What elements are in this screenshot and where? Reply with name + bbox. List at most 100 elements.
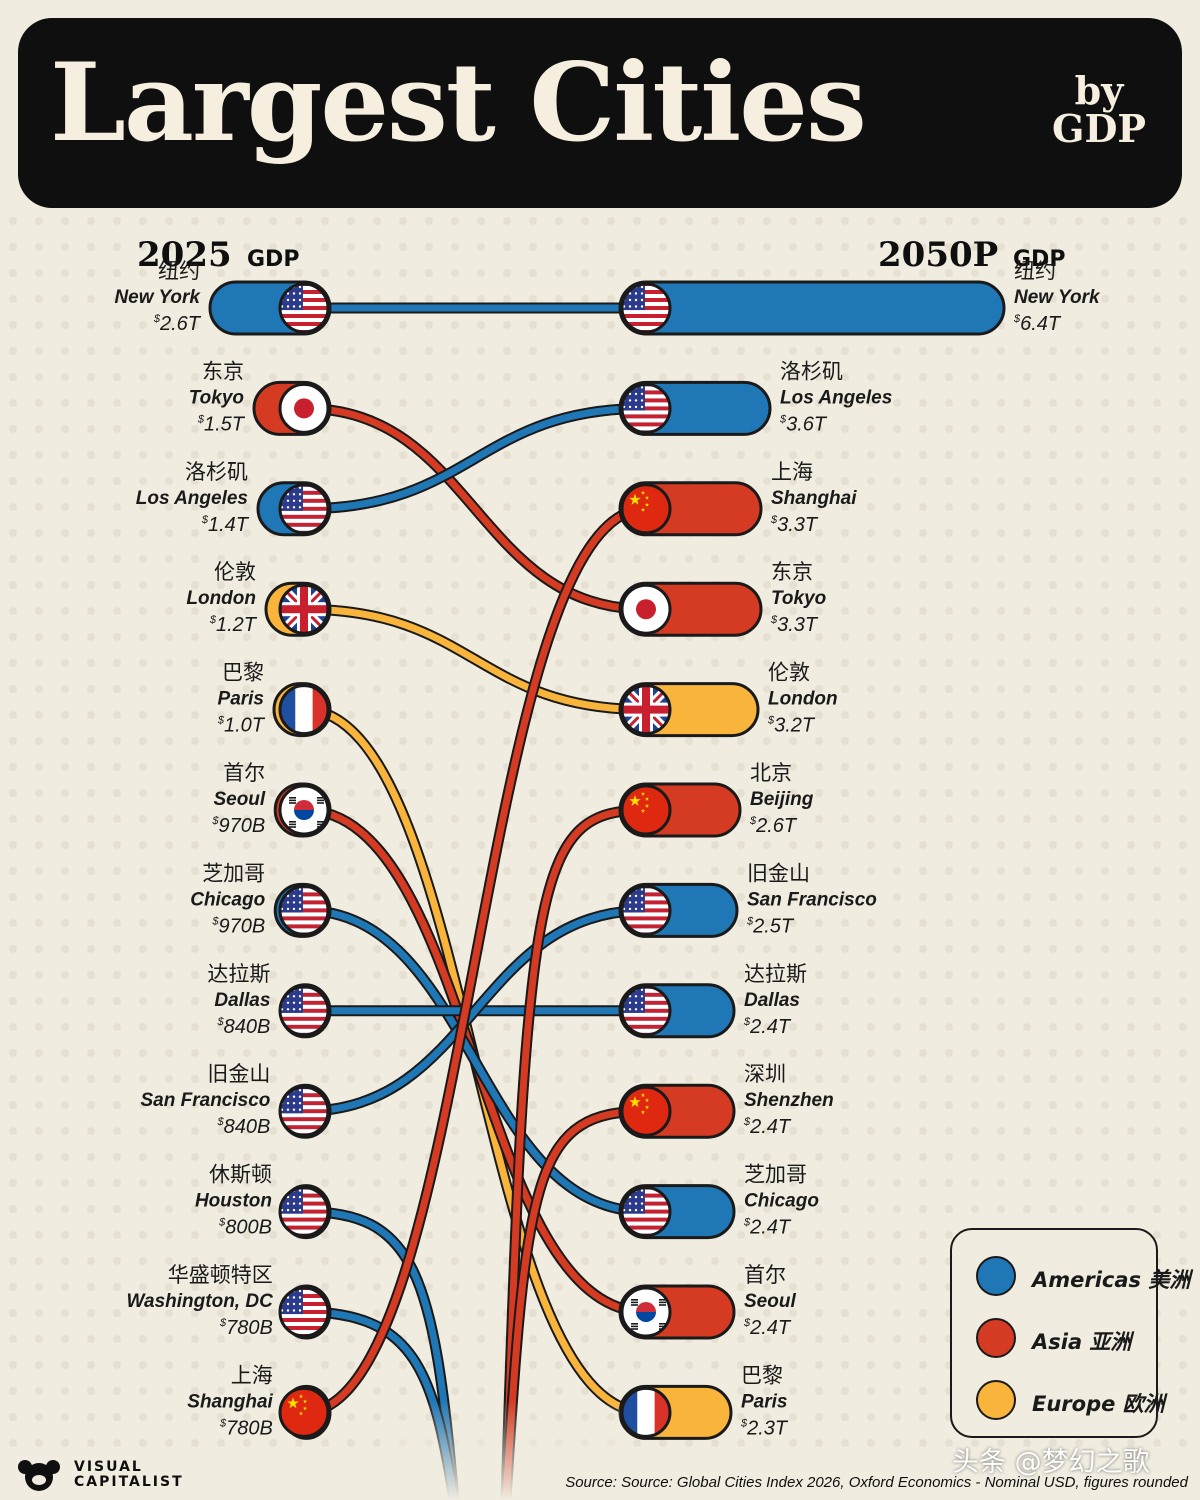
label-2050-shenzhen-value: $2.4T xyxy=(743,1116,792,1138)
label-2050-beijing-value: $2.6T xyxy=(749,815,798,837)
label-2025-chicago-value: $970B xyxy=(211,915,265,937)
label-2025-chicago-name-zh: 芝加哥 xyxy=(202,861,265,885)
label-2050-new-york-name-en: New York xyxy=(1014,287,1101,308)
label-2025-shanghai-value: $780B xyxy=(219,1417,273,1439)
title-gdp-text: GDP xyxy=(1052,106,1146,151)
label-2025-paris-name-en: Paris xyxy=(218,689,264,710)
chart-title: Largest Cities xyxy=(50,40,867,166)
link-shenzhen xyxy=(502,1107,650,1500)
right-header-year: 2050P xyxy=(878,235,998,275)
label-2050-beijing-name-zh: 北京 xyxy=(750,761,792,785)
attribution-text: VISUAL CAPITALIST xyxy=(74,1460,184,1490)
label-2025-seoul-name-zh: 首尔 xyxy=(223,761,265,785)
label-2050-london-name-en: London xyxy=(768,689,838,710)
legend-label-asia: Asia 亚洲 xyxy=(1032,1330,1132,1354)
flag-2050-shanghai-icon xyxy=(620,483,672,535)
label-2050-tokyo-name-en: Tokyo xyxy=(771,588,826,609)
flag-2050-london-icon xyxy=(620,684,672,736)
link-san-francisco xyxy=(300,906,650,1115)
label-2050-san-francisco-value: $2.5T xyxy=(746,915,795,937)
link-beijing xyxy=(502,806,650,1500)
label-2050-paris-value: $2.3T xyxy=(740,1417,789,1439)
label-2050-london-value: $3.2T xyxy=(767,715,816,737)
label-2025-new-york-name-zh: 纽约 xyxy=(158,259,200,283)
flag-2050-beijing-icon xyxy=(620,784,672,836)
label-2025-san-francisco-name-zh: 旧金山 xyxy=(207,1062,270,1086)
label-2025-seoul-value: $970B xyxy=(211,815,265,837)
label-2025-washington-dc-name-zh: 华盛顿特区 xyxy=(168,1263,273,1287)
label-2025-los-angeles-name-zh: 洛杉矶 xyxy=(185,460,248,484)
flag-2025-chicago-icon xyxy=(278,884,330,936)
label-2025-london-name-en: London xyxy=(186,588,256,609)
link-fade xyxy=(380,1400,620,1500)
label-2050-paris-name-zh: 巴黎 xyxy=(741,1363,783,1387)
label-2025-los-angeles-name-en: Los Angeles xyxy=(136,488,248,509)
label-2025-washington-dc-value: $780B xyxy=(219,1317,273,1339)
legend-label-europe: Europe 欧洲 xyxy=(1032,1392,1165,1416)
label-2025-tokyo-name-en: Tokyo xyxy=(189,387,244,408)
source-note: Source: Source: Global Cities Index 2026… xyxy=(565,1474,1188,1491)
label-2025-tokyo-value: $1.5T xyxy=(197,413,246,435)
flag-2025-san-francisco-icon xyxy=(278,1085,330,1137)
label-2050-los-angeles-value: $3.6T xyxy=(779,413,828,435)
label-2025-shanghai-name-zh: 上海 xyxy=(231,1363,273,1387)
link-london xyxy=(300,605,650,714)
flag-2050-paris-icon xyxy=(620,1386,672,1438)
flag-2025-washington-dc-icon xyxy=(278,1286,330,1338)
label-2025-houston-name-zh: 休斯顿 xyxy=(209,1163,272,1187)
link-los-angeles xyxy=(300,404,650,513)
label-2025-san-francisco-value: $840B xyxy=(217,1116,271,1138)
attribution-line-2: CAPITALIST xyxy=(74,1474,184,1490)
label-2025-new-york-name-en: New York xyxy=(114,287,201,308)
label-2050-new-york-value: $6.4T xyxy=(1013,313,1062,335)
flag-2050-shenzhen-icon xyxy=(620,1085,672,1137)
label-2050-seoul-name-en: Seoul xyxy=(744,1291,796,1312)
label-2050-los-angeles-name-en: Los Angeles xyxy=(780,387,892,408)
label-2050-seoul-name-zh: 首尔 xyxy=(744,1263,786,1287)
label-2025-shanghai-name-en: Shanghai xyxy=(187,1391,273,1412)
label-2050-tokyo-name-zh: 东京 xyxy=(771,560,813,584)
label-2050-beijing-name-en: Beijing xyxy=(750,789,814,810)
label-2025-seoul-name-en: Seoul xyxy=(213,789,265,810)
left-header-suffix: GDP xyxy=(247,247,299,272)
label-2050-shanghai-name-zh: 上海 xyxy=(771,460,813,484)
label-2050-tokyo-value: $3.3T xyxy=(770,614,819,636)
label-2050-los-angeles-name-zh: 洛杉矶 xyxy=(780,359,843,383)
label-2050-san-francisco-name-en: San Francisco xyxy=(747,889,877,910)
visual-capitalist-attribution: VISUAL CAPITALIST xyxy=(12,1456,192,1496)
link-chicago xyxy=(300,906,650,1216)
attribution-line-1: VISUAL xyxy=(74,1459,143,1475)
link-shanghai xyxy=(300,505,650,1416)
legend-swatch-asia xyxy=(976,1318,1016,1358)
label-2050-london-name-zh: 伦敦 xyxy=(768,661,810,685)
flag-2025-seoul-icon xyxy=(278,784,330,836)
label-2050-shenzhen-name-en: Shenzhen xyxy=(744,1090,834,1111)
flag-2050-dallas-icon xyxy=(620,985,672,1037)
label-2050-dallas-value: $2.4T xyxy=(743,1016,792,1038)
flag-2050-los-angeles-icon xyxy=(620,382,672,434)
right-header-suffix: GDP xyxy=(1013,247,1065,272)
flag-2025-shanghai-icon xyxy=(278,1386,330,1438)
flag-2025-new-york-icon xyxy=(278,282,330,334)
label-2025-houston-value: $800B xyxy=(218,1217,272,1239)
flag-2050-san-francisco-icon xyxy=(620,884,672,936)
label-2050-shanghai-value: $3.3T xyxy=(770,514,819,536)
label-2025-dallas-value: $840B xyxy=(217,1016,271,1038)
label-2025-dallas-name-zh: 达拉斯 xyxy=(207,962,270,986)
label-2050-chicago-value: $2.4T xyxy=(743,1217,792,1239)
flag-2050-chicago-icon xyxy=(620,1186,672,1238)
label-2050-san-francisco-name-zh: 旧金山 xyxy=(747,861,810,885)
label-2025-washington-dc-name-en: Washington, DC xyxy=(126,1291,273,1312)
flag-2025-tokyo-icon xyxy=(278,382,330,434)
chart-title-suffix: by GDP xyxy=(1052,72,1146,148)
legend-swatch-americas xyxy=(976,1256,1016,1296)
label-2025-san-francisco-name-en: San Francisco xyxy=(141,1090,271,1111)
label-2050-seoul-value: $2.4T xyxy=(743,1317,792,1339)
label-2025-london-name-zh: 伦敦 xyxy=(214,560,256,584)
legend: Americas 美洲 Asia 亚洲 Europe 欧洲 xyxy=(950,1228,1190,1438)
flag-2025-paris-icon xyxy=(278,684,330,736)
flag-2050-seoul-icon xyxy=(620,1286,672,1338)
title-banner xyxy=(18,18,1182,208)
label-2025-houston-name-en: Houston xyxy=(195,1191,272,1212)
label-2050-dallas-name-zh: 达拉斯 xyxy=(744,962,807,986)
